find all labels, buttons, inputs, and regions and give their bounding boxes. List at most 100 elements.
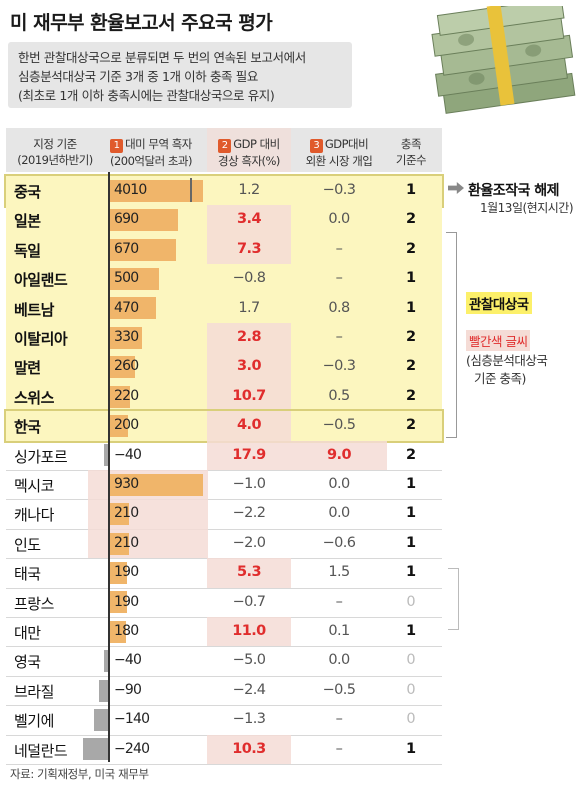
subtitle-box — [8, 42, 352, 108]
trade-bar — [108, 385, 131, 408]
criterion-met-highlight — [207, 323, 291, 353]
row-divider — [6, 499, 442, 501]
header-count: 충족 기준수 — [395, 137, 427, 167]
source-note: 자료: 기획재정부, 미국 재무부 — [10, 767, 149, 781]
fx-intervention-value: 0.0 — [328, 652, 350, 669]
criterion-met-highlight — [207, 440, 291, 470]
trade-bar — [93, 708, 108, 731]
fx-intervention-value: – — [335, 329, 343, 345]
country-name: 캐나다 — [14, 506, 54, 525]
criteria-count: 2 — [405, 417, 417, 434]
trade-bar — [108, 209, 179, 232]
current-account-value: −0.8 — [232, 270, 266, 287]
criterion-met-highlight — [207, 234, 291, 265]
current-account-value: 1.7 — [238, 299, 260, 316]
china-status-date: 1월13일(현지시간) — [480, 201, 574, 215]
trade-bar — [108, 267, 160, 290]
trade-value: −40 — [114, 652, 142, 669]
criterion-met-highlight — [207, 558, 291, 588]
criteria-count: 1 — [405, 299, 417, 316]
trade-value: 200 — [114, 417, 139, 434]
trade-value: 690 — [114, 211, 139, 228]
trade-value: −90 — [114, 681, 142, 698]
criteria-count: 1 — [405, 623, 417, 639]
subtitle-line-3: (최초로 1개 이하 충족시에는 관찰대상국으로 유지) — [18, 88, 275, 103]
fx-intervention-value: −0.5 — [322, 417, 356, 434]
criteria-count: 0 — [406, 711, 416, 728]
trade-value: 670 — [114, 240, 139, 257]
current-account-value: −2.4 — [232, 681, 266, 698]
trade-axis-line — [108, 172, 110, 762]
fx-intervention-value: −0.3 — [322, 182, 356, 198]
country-name: 브라질 — [14, 682, 54, 701]
china-bar-break — [190, 178, 192, 202]
trade-bar — [98, 679, 108, 702]
country-name: 태국 — [14, 565, 41, 584]
criterion-met-highlight — [207, 617, 291, 647]
trade-value: 190 — [114, 593, 139, 610]
trade-bar — [83, 738, 108, 761]
country-name: 스위스 — [14, 388, 54, 407]
watchlist-brace — [446, 232, 457, 438]
current-account-value: 10.7 — [232, 387, 266, 404]
criteria-count: 1 — [405, 740, 417, 757]
country-name: 독일 — [14, 241, 41, 260]
criterion-met-highlight — [207, 205, 291, 235]
row-divider — [6, 764, 442, 765]
current-account-value: 3.4 — [237, 211, 261, 228]
trade-bar — [108, 503, 130, 526]
criteria-count: 0 — [406, 593, 416, 610]
criterion-met-highlight — [291, 440, 387, 470]
row-divider — [6, 528, 442, 530]
trade-bar — [108, 179, 203, 202]
header-country: 지정 기준 (2019년하반기) — [17, 137, 93, 167]
criteria-count: 1 — [405, 476, 417, 492]
country-name: 한국 — [14, 418, 41, 437]
trade-value: 260 — [114, 358, 139, 375]
row-divider — [6, 705, 442, 707]
trade-bar — [108, 414, 129, 437]
criterion-met-highlight — [207, 734, 291, 764]
row-divider — [6, 646, 442, 648]
current-account-value: −1.3 — [232, 711, 266, 728]
criteria-count: 2 — [405, 446, 417, 463]
table-row — [6, 264, 442, 295]
country-name: 멕시코 — [14, 477, 54, 495]
country-name: 일본 — [14, 212, 41, 231]
country-name: 베트남 — [14, 300, 54, 319]
current-account-value: 2.8 — [237, 329, 261, 345]
watchlist-label: 관찰대상국 — [466, 292, 532, 314]
criterion-1-badge: 1 — [110, 139, 124, 153]
fx-intervention-value: 0.5 — [328, 387, 350, 404]
fx-intervention-value: – — [335, 740, 343, 757]
fx-intervention-value: – — [335, 711, 343, 728]
fx-intervention-value: −0.6 — [322, 534, 356, 551]
fx-intervention-value: – — [335, 270, 343, 287]
row-divider — [6, 675, 442, 677]
criterion-met-highlight — [207, 381, 291, 412]
criteria-count: 0 — [406, 681, 416, 698]
trade-bar — [108, 297, 156, 320]
row-divider — [6, 470, 442, 471]
criteria-count: 1 — [405, 182, 417, 198]
country-name: 이탈리아 — [14, 330, 68, 348]
fx-intervention-value: 0.8 — [328, 299, 350, 316]
current-account-value: −0.7 — [232, 593, 266, 610]
criterion-met-highlight — [207, 411, 291, 441]
china-status-label: 환율조작국 해제 — [468, 183, 560, 199]
country-name: 벨기에 — [14, 712, 54, 731]
fx-intervention-value: 0.1 — [328, 623, 350, 639]
current-account-value: −2.2 — [232, 505, 266, 522]
fx-intervention-value: −0.3 — [322, 358, 356, 375]
trade-value: −240 — [114, 740, 150, 757]
current-account-value: 1.2 — [238, 182, 260, 198]
fx-intervention-value: – — [335, 593, 343, 610]
criteria-count: 1 — [405, 534, 417, 551]
fx-intervention-value: −0.5 — [322, 681, 356, 698]
header-fx: 3 GDP대비 외환 시장 개입 — [305, 137, 373, 168]
country-name: 프랑스 — [14, 594, 54, 613]
country-name: 대만 — [14, 624, 41, 642]
fx-intervention-value: 0.0 — [328, 476, 350, 492]
subtitle-line-2: 심층분석대상국 기준 3개 중 1개 이하 충족 필요 — [18, 69, 258, 84]
criteria-count: 0 — [406, 652, 416, 669]
